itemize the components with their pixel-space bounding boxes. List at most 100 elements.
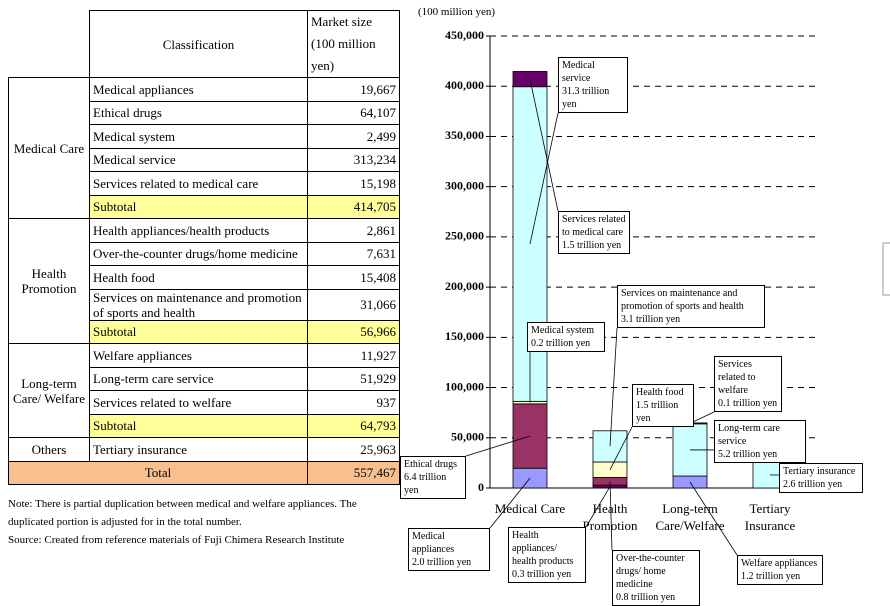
bar-segment bbox=[592, 430, 628, 463]
row-value: 56,966 bbox=[307, 319, 400, 344]
table-row: Services related to welfare 937 bbox=[9, 390, 400, 415]
callout: Ethical drugs 6.4 trillion yen bbox=[400, 456, 466, 499]
y-tick-label: 450,000 bbox=[445, 28, 484, 42]
y-tick-label: 350,000 bbox=[445, 128, 484, 142]
row-value: 31,066 bbox=[307, 288, 400, 321]
callout-value: 2.6 trillion yen bbox=[783, 479, 843, 490]
note: Source: Created from reference materials… bbox=[8, 534, 345, 546]
y-tick-label: 400,000 bbox=[445, 78, 484, 92]
callout-value: 1.5 trillion yen bbox=[562, 240, 622, 251]
note: Note: There is partial duplication betwe… bbox=[8, 498, 357, 528]
y-tick-label: 200,000 bbox=[445, 279, 484, 293]
y-tick-label: 50,000 bbox=[451, 430, 484, 444]
table-row: Long-term care service 51,929 bbox=[9, 366, 400, 391]
header-cell: Market size (100 million yen) bbox=[307, 10, 400, 78]
row-value: 2,499 bbox=[307, 124, 400, 149]
group-name: Others bbox=[8, 437, 90, 462]
callout-value: 0.2 trillion yen bbox=[531, 338, 591, 349]
callout-value: 0.8 trillion yen bbox=[616, 592, 676, 603]
callout: Services on maintenance and promotion of… bbox=[617, 285, 765, 328]
row-value: 2,861 bbox=[307, 218, 400, 243]
x-tick-label: Tertiary Insurance bbox=[744, 501, 796, 533]
leader-line bbox=[689, 481, 738, 556]
row-label: Services related to welfare bbox=[89, 390, 308, 415]
table-row: Services on maintenance and promotion of… bbox=[9, 288, 400, 321]
callout-value: 0.1 trillion yen bbox=[718, 398, 778, 409]
x-tick-label: Long-term Care/Welfare bbox=[655, 501, 725, 533]
subtotal-row: Subtotal 56,966 bbox=[9, 319, 400, 344]
row-label: Ethical drugs bbox=[89, 100, 308, 125]
y-tick-label: 150,000 bbox=[445, 329, 484, 343]
callout-name: Services related to welfare bbox=[718, 359, 756, 396]
table-row: Services related to medical care 15,198 bbox=[9, 171, 400, 196]
callout-name: Medical system bbox=[531, 325, 595, 336]
callout: Welfare appliances 1.2 trillion yen bbox=[737, 555, 823, 585]
callout-name: Health food bbox=[636, 387, 684, 398]
corner bbox=[8, 10, 90, 78]
leader-line bbox=[529, 79, 559, 212]
row-label: Long-term care service bbox=[89, 366, 308, 391]
table-row: Others Tertiary insurance 25,963 bbox=[8, 437, 400, 462]
row-label: Medical service bbox=[89, 147, 308, 172]
row-value: 19,667 bbox=[307, 77, 400, 102]
leader-line bbox=[609, 481, 613, 551]
callout: Services related to welfare 0.1 trillion … bbox=[714, 356, 782, 412]
row-label: Over-the-counter drugs/home medicine bbox=[89, 241, 308, 266]
leader-line bbox=[609, 426, 633, 470]
subtotal-row: Subtotal 64,793 bbox=[9, 413, 400, 438]
x-tick-label: Medical Care bbox=[494, 501, 566, 516]
callout-value: 1.5 trillion yen bbox=[636, 400, 679, 424]
bar-segment bbox=[592, 461, 628, 478]
table-row: Long-term Care/ Welfare Welfare appliance… bbox=[8, 343, 400, 438]
callout: Long-term care service 5.2 trillion yen bbox=[714, 420, 806, 463]
callout: Health food 1.5 trillion yen bbox=[632, 384, 694, 427]
callout: Health appliances/ health products 0.3 tr… bbox=[508, 527, 586, 583]
market-table: Classification Market size (100 million y… bbox=[8, 10, 400, 485]
row-label: Medical appliances bbox=[89, 77, 308, 102]
callout: Medical service 31.3 trillion yen bbox=[558, 57, 628, 113]
row-label: Services on maintenance and promotion of… bbox=[89, 288, 308, 321]
total-label: Total bbox=[8, 460, 308, 485]
callout-name: Services on maintenance and promotion of… bbox=[621, 288, 744, 312]
leader-line bbox=[585, 486, 611, 528]
total-row: Total 557,467 bbox=[8, 460, 400, 485]
leader-line bbox=[529, 112, 559, 245]
edge-widget bbox=[882, 242, 890, 296]
y-tick-label: 100,000 bbox=[445, 379, 484, 393]
row-label: Subtotal bbox=[89, 319, 308, 344]
callout: Medical system 0.2 trillion yen bbox=[527, 322, 605, 352]
table-row: Health Promotion Health appliances/health… bbox=[8, 218, 400, 344]
callout-name: Medical appliances bbox=[412, 531, 455, 555]
callout: Over-the-counter drugs/ home medicine 0.8… bbox=[612, 550, 700, 606]
group-name: Long-term Care/ Welfare bbox=[8, 343, 90, 438]
table-row: Medical Care Medical appliances 19,667 bbox=[8, 77, 400, 219]
x-tick-label: Health Promotion bbox=[582, 501, 638, 533]
header-cell: Classification bbox=[89, 10, 308, 78]
header-row: Classification Market size (100 million y… bbox=[8, 10, 400, 78]
row-value: 25,963 bbox=[307, 437, 400, 462]
leader-line bbox=[465, 435, 531, 457]
row-label: Tertiary insurance bbox=[89, 437, 308, 462]
callout-name: Medical service bbox=[562, 60, 595, 84]
row-value: 937 bbox=[307, 390, 400, 415]
callout-value: 3.1 trillion yen bbox=[621, 314, 681, 325]
y-axis-unit: (100 million yen) bbox=[418, 6, 495, 18]
leader-line bbox=[689, 411, 715, 424]
callout-name: Welfare appliances bbox=[741, 558, 818, 569]
leader-line bbox=[489, 477, 531, 529]
callout-name: Services related to medical care bbox=[562, 214, 626, 238]
callout: Services related to medical care 1.5 tril… bbox=[558, 211, 630, 254]
callout-name: Over-the-counter drugs/ home medicine bbox=[616, 553, 685, 590]
row-value: 64,793 bbox=[307, 413, 400, 438]
row-value: 64,107 bbox=[307, 100, 400, 125]
row-label: Subtotal bbox=[89, 194, 308, 219]
table-row: Medical service 313,234 bbox=[9, 147, 400, 172]
y-tick-label: 250,000 bbox=[445, 229, 484, 243]
row-label: Welfare appliances bbox=[89, 343, 308, 368]
notes: Note: There is partial duplication betwe… bbox=[8, 495, 398, 549]
callout-name: Tertiary insurance bbox=[783, 466, 856, 477]
callout-name: Ethical drugs bbox=[404, 459, 458, 470]
callout-value: 5.2 trillion yen bbox=[718, 449, 778, 460]
callout-value: 0.3 trillion yen bbox=[512, 569, 572, 580]
